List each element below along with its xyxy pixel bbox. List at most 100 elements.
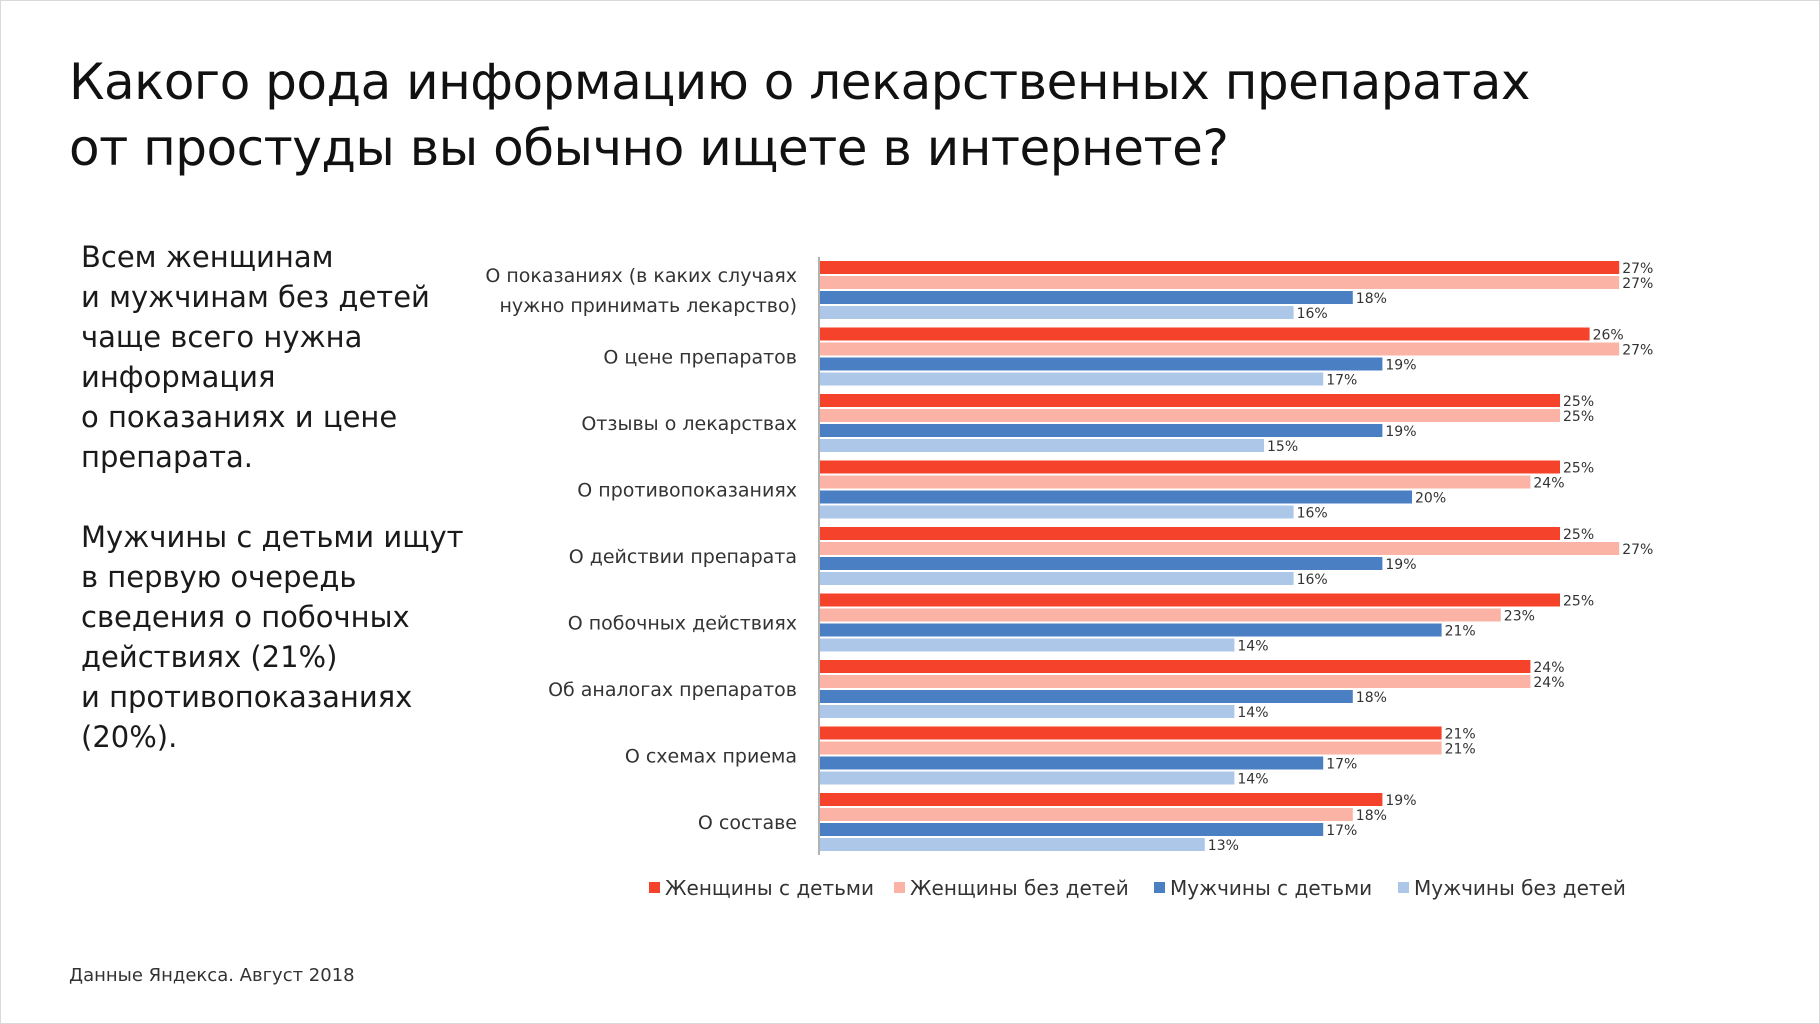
summary-line: и мужчинам без детей bbox=[81, 280, 430, 314]
bar-мужчины-с-детьми bbox=[820, 557, 1383, 570]
value-label: 18% bbox=[1356, 690, 1387, 706]
summary-line: препарата. bbox=[81, 440, 254, 474]
summary-line: в первую очередь bbox=[81, 560, 357, 594]
value-label: 27% bbox=[1622, 343, 1653, 359]
value-label: 17% bbox=[1326, 757, 1357, 773]
legend-label: Мужчины с детьми bbox=[1170, 876, 1372, 900]
bar-женщины-без-детей bbox=[820, 608, 1501, 622]
legend-label: Мужчины без детей bbox=[1414, 876, 1626, 900]
title-line-2: от простуды вы обычно ищете в интернете? bbox=[69, 119, 1229, 177]
bar-женщины-без-детей bbox=[820, 741, 1442, 755]
value-label: 17% bbox=[1326, 373, 1357, 389]
bar-женщины-с-детьми bbox=[820, 527, 1560, 540]
bar-женщины-с-детьми bbox=[820, 593, 1560, 607]
category-label: О цене препаратов bbox=[603, 347, 797, 369]
bar-женщины-с-детьми bbox=[820, 327, 1590, 341]
value-label: 27% bbox=[1622, 276, 1653, 292]
value-label: 16% bbox=[1297, 306, 1328, 322]
bar-мужчины-без-детей bbox=[820, 372, 1324, 386]
value-label: 27% bbox=[1622, 261, 1653, 277]
category-label: О схемах приема bbox=[625, 746, 797, 768]
category-label: О побочных действиях bbox=[568, 613, 797, 635]
legend-label: Женщины без детей bbox=[910, 876, 1129, 900]
category-label: Отзывы о лекарствах bbox=[581, 413, 797, 435]
value-label: 23% bbox=[1504, 609, 1535, 625]
value-label: 19% bbox=[1385, 424, 1416, 440]
legend-swatch bbox=[649, 882, 660, 893]
category-label: Об аналогах препаратов bbox=[548, 679, 797, 701]
value-label: 27% bbox=[1622, 542, 1653, 558]
bar-женщины-без-детей bbox=[820, 276, 1620, 289]
summary-line: чаще всего нужна bbox=[81, 320, 363, 354]
summary-line: и противопоказаниях bbox=[81, 680, 413, 714]
legend-swatch bbox=[1154, 882, 1165, 893]
bar-женщины-без-детей bbox=[820, 409, 1560, 422]
value-label: 14% bbox=[1237, 639, 1268, 655]
value-label: 26% bbox=[1593, 328, 1624, 344]
summary-line: (20%). bbox=[81, 720, 178, 754]
value-label: 25% bbox=[1563, 461, 1594, 477]
value-label: 14% bbox=[1237, 705, 1268, 721]
summary-line: информация bbox=[81, 360, 276, 394]
category-label: О показаниях (в каких случаях нужно прини… bbox=[485, 265, 797, 317]
bar-мужчины-с-детьми bbox=[820, 291, 1353, 304]
legend-swatch bbox=[894, 882, 905, 893]
category-label: О действии препарата bbox=[569, 546, 797, 568]
bar-мужчины-с-детьми bbox=[820, 357, 1383, 371]
bar-мужчины-без-детей bbox=[820, 572, 1294, 585]
value-label: 24% bbox=[1533, 476, 1564, 492]
value-label: 25% bbox=[1563, 527, 1594, 543]
bar-женщины-с-детьми bbox=[820, 261, 1620, 274]
summary-line: сведения о побочных bbox=[81, 600, 410, 634]
value-label: 25% bbox=[1563, 594, 1594, 610]
bar-мужчины-с-детьми bbox=[820, 623, 1442, 637]
value-label: 25% bbox=[1563, 409, 1594, 425]
summary-line: о показаниях и цене bbox=[81, 400, 398, 434]
bar-мужчины-с-детьми bbox=[820, 490, 1412, 504]
value-label: 16% bbox=[1297, 572, 1328, 588]
value-label: 19% bbox=[1385, 557, 1416, 573]
value-label: 19% bbox=[1385, 793, 1416, 809]
legend-label: Женщины с детьми bbox=[665, 876, 874, 900]
bar-женщины-без-детей bbox=[820, 808, 1353, 821]
bar-женщины-с-детьми bbox=[820, 726, 1442, 740]
value-label: 13% bbox=[1208, 838, 1239, 854]
value-label: 20% bbox=[1415, 491, 1446, 507]
summary-paragraph-women: Всем женщинам и мужчинам без детей чаще … bbox=[81, 237, 481, 477]
summary-line: Мужчины с детьми ищут bbox=[81, 520, 464, 554]
value-label: 16% bbox=[1297, 506, 1328, 522]
summary-line: действиях (21%) bbox=[81, 640, 338, 674]
bar-мужчины-с-детьми bbox=[820, 756, 1324, 770]
value-label: 25% bbox=[1563, 394, 1594, 410]
value-label: 21% bbox=[1445, 742, 1476, 758]
bar-женщины-с-детьми bbox=[820, 394, 1560, 407]
value-label: 19% bbox=[1385, 358, 1416, 374]
bar-женщины-с-детьми bbox=[820, 793, 1383, 806]
bar-мужчины-без-детей bbox=[820, 439, 1264, 452]
bar-женщины-с-детьми bbox=[820, 660, 1531, 673]
value-label: 15% bbox=[1267, 439, 1298, 455]
summary-line: Всем женщинам bbox=[81, 240, 334, 274]
bar-мужчины-без-детей bbox=[820, 306, 1294, 319]
legend-swatch bbox=[1398, 882, 1409, 893]
slide-title: Какого рода информацию о лекарственных п… bbox=[69, 49, 1769, 181]
category-label: О составе bbox=[698, 812, 797, 834]
value-label: 24% bbox=[1533, 660, 1564, 676]
value-label: 18% bbox=[1356, 808, 1387, 824]
bar-мужчины-без-детей bbox=[820, 771, 1235, 785]
value-label: 18% bbox=[1356, 291, 1387, 307]
bar-мужчины-без-детей bbox=[820, 705, 1235, 718]
value-label: 21% bbox=[1445, 624, 1476, 640]
summary-paragraph-men: Мужчины с детьми ищут в первую очередь с… bbox=[81, 517, 481, 757]
bar-мужчины-с-детьми bbox=[820, 823, 1324, 836]
bar-женщины-без-детей bbox=[820, 675, 1531, 688]
bar-мужчины-с-детьми bbox=[820, 424, 1383, 437]
value-label: 21% bbox=[1445, 727, 1476, 743]
bar-мужчины-без-детей bbox=[820, 505, 1294, 519]
value-label: 17% bbox=[1326, 823, 1357, 839]
value-label: 14% bbox=[1237, 772, 1268, 788]
title-line-1: Какого рода информацию о лекарственных п… bbox=[69, 53, 1530, 111]
bar-женщины-без-детей bbox=[820, 542, 1620, 555]
